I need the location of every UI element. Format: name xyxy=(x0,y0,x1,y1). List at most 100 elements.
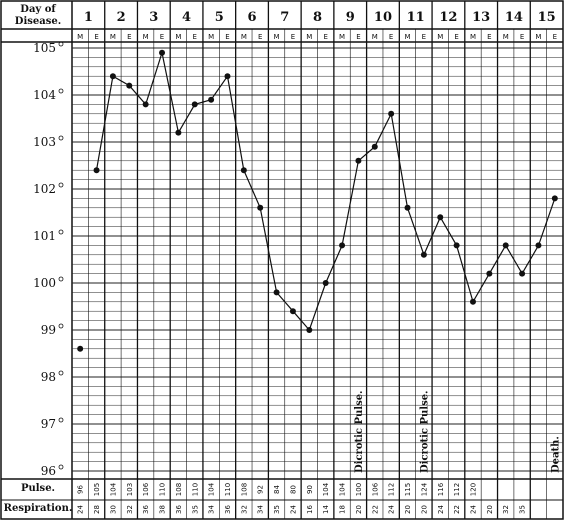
y-tick-label: 97 xyxy=(41,417,56,431)
pulse-value: 106 xyxy=(142,482,150,496)
temperature-point xyxy=(94,167,100,173)
degree-mark xyxy=(59,230,63,234)
slot-label: M xyxy=(306,33,312,41)
temperature-line xyxy=(97,53,555,330)
temperature-point xyxy=(274,289,280,295)
temperature-point xyxy=(224,73,230,79)
y-tick-label: 100 xyxy=(33,276,56,290)
temperature-point xyxy=(77,346,83,352)
respiration-value: 20 xyxy=(420,505,428,514)
pulse-value: 110 xyxy=(159,483,167,496)
slot-label: E xyxy=(193,33,197,41)
temperature-point xyxy=(323,280,329,286)
temperature-point xyxy=(519,271,525,277)
respiration-value: 38 xyxy=(159,505,167,514)
day-number: 10 xyxy=(374,10,392,25)
pulse-value: 104 xyxy=(339,482,347,496)
slot-label: E xyxy=(389,33,393,41)
pulse-value: 108 xyxy=(175,483,183,496)
pulse-value: 90 xyxy=(306,485,314,494)
y-tick-label: 99 xyxy=(41,323,56,337)
y-tick-label: 101 xyxy=(33,229,56,243)
day-number: 13 xyxy=(472,10,490,25)
respiration-value: 32 xyxy=(126,505,134,514)
pulse-value: 106 xyxy=(371,482,379,496)
slot-label: M xyxy=(208,33,214,41)
temperature-point xyxy=(126,83,132,89)
respiration-value: 24 xyxy=(469,505,477,514)
header-label-line1: Day of xyxy=(20,4,56,15)
day-number: 6 xyxy=(248,10,257,25)
pulse-value: 103 xyxy=(126,483,134,496)
slot-label: E xyxy=(520,33,524,41)
respiration-value: 36 xyxy=(142,505,150,514)
day-number: 1 xyxy=(84,10,93,25)
slot-label: M xyxy=(470,33,476,41)
y-tick-label: 96 xyxy=(41,464,56,478)
respiration-value: 24 xyxy=(77,505,85,514)
respiration-value: 28 xyxy=(93,505,101,514)
y-tick-label: 102 xyxy=(33,182,56,196)
pulse-value: 96 xyxy=(77,485,85,494)
y-tick-label: 98 xyxy=(41,370,56,384)
respiration-value: 14 xyxy=(322,505,330,514)
pulse-value: 100 xyxy=(355,483,363,496)
respiration-value: 18 xyxy=(339,505,347,514)
day-number: 14 xyxy=(505,10,523,25)
respiration-value: 35 xyxy=(273,505,281,514)
pulse-value: 112 xyxy=(453,483,461,496)
day-number: 8 xyxy=(313,10,322,25)
annotation-label: Dicrotic Pulse. xyxy=(354,390,365,473)
degree-mark xyxy=(59,371,63,375)
respiration-value: 24 xyxy=(388,505,396,514)
temperature-point xyxy=(535,242,541,248)
respiration-value: 20 xyxy=(355,505,363,514)
slot-label: E xyxy=(291,33,295,41)
slot-label: M xyxy=(339,33,345,41)
day-number: 9 xyxy=(346,10,355,25)
day-number: 12 xyxy=(439,10,457,25)
slot-label: E xyxy=(258,33,262,41)
day-number: 2 xyxy=(117,10,126,25)
slot-label: E xyxy=(454,33,458,41)
slot-label: M xyxy=(77,33,83,41)
temperature-point xyxy=(355,158,361,164)
temperature-point xyxy=(192,101,198,107)
respiration-value: 20 xyxy=(404,505,412,514)
pulse-value: 104 xyxy=(322,482,330,496)
slot-label: M xyxy=(143,33,149,41)
slot-label: M xyxy=(437,33,443,41)
annotation-label: Death. xyxy=(550,436,561,473)
temperature-point xyxy=(306,327,312,333)
pulse-value: 84 xyxy=(273,485,281,494)
degree-mark xyxy=(59,183,63,187)
temperature-point xyxy=(405,205,411,211)
slot-label: E xyxy=(160,33,164,41)
pulse-value: 120 xyxy=(469,483,477,496)
day-header: Day of Disease. 1 2 3 4 5 6 7 8 9 10 11 12 13 14 15M E M… xyxy=(15,4,557,41)
respiration-value: 36 xyxy=(175,505,183,514)
temperature-point xyxy=(175,130,181,136)
slot-label: M xyxy=(404,33,410,41)
day-number: 7 xyxy=(280,10,289,25)
pulse-value: 115 xyxy=(404,483,412,496)
respiration-value: 34 xyxy=(257,505,265,514)
slot-label: E xyxy=(127,33,131,41)
respiration-value: 20 xyxy=(486,505,494,514)
pulse-value: 124 xyxy=(420,482,428,496)
respiration-value: 24 xyxy=(289,505,297,514)
temperature-point xyxy=(437,214,443,220)
pulse-value: 104 xyxy=(208,482,216,496)
day-number: 5 xyxy=(215,10,224,25)
day-number: 11 xyxy=(407,10,425,25)
temperature-point xyxy=(241,167,247,173)
respiration-row-label: Respiration. xyxy=(4,503,73,514)
respiration-value: 16 xyxy=(306,505,314,514)
degree-mark xyxy=(59,418,63,422)
temperature-point xyxy=(143,101,149,107)
respiration-value: 36 xyxy=(224,505,232,514)
slot-label: E xyxy=(356,33,360,41)
slot-label: E xyxy=(553,33,557,41)
slot-label: M xyxy=(241,33,247,41)
